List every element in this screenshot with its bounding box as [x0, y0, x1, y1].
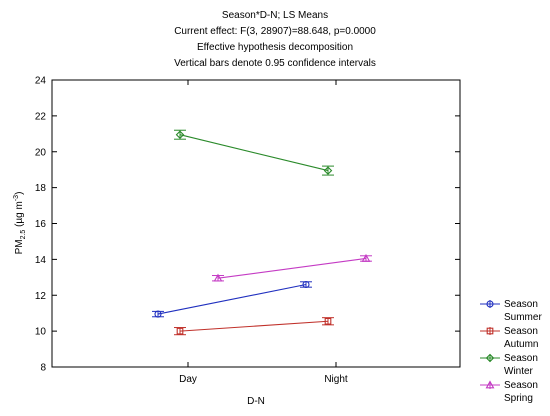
y-tick-label: 18 [35, 183, 47, 194]
series-line-autumn [179, 320, 329, 332]
y-axis-label-unit: (µg m [14, 201, 25, 230]
legend-symbol-winter [480, 353, 500, 363]
y-tick-label: 10 [35, 327, 47, 338]
legend-label-prefix: Season [504, 353, 538, 364]
legend-symbol-spring [480, 380, 500, 389]
series-autumn [174, 317, 334, 336]
y-axis-label-sup: -3 [13, 195, 20, 201]
y-tick-label: 14 [35, 255, 47, 266]
legend-label-name: Autumn [504, 339, 539, 350]
chart-title: Season*D-N; LS Means [221, 10, 329, 21]
series-line-winter [179, 134, 329, 172]
series-winter [174, 129, 334, 176]
legend-marker [486, 327, 494, 335]
series-line-summer [157, 283, 307, 315]
chart-subtitle-effect: Current effect: F(3, 28907)=88.648, p=0.… [174, 26, 376, 37]
y-tick-label: 22 [35, 111, 47, 122]
data-point-winter [323, 166, 333, 175]
y-axis-label: PM2.5 (µg m-3) [13, 192, 27, 255]
legend-symbol-summer [480, 300, 500, 308]
legend-marker [485, 380, 495, 389]
chart-subtitle-decomposition: Effective hypothesis decomposition [196, 42, 353, 53]
x-tick-label: Night [324, 374, 348, 385]
x-tick-label: Day [179, 374, 197, 385]
data-point-spring [213, 273, 223, 282]
data-point-spring [361, 253, 371, 262]
legend-label-name: Spring [504, 393, 533, 404]
data-point-autumn [324, 317, 332, 325]
legend-label-prefix: Season [504, 299, 538, 310]
y-tick-label: 16 [35, 219, 47, 230]
legend-label-prefix: Season [504, 326, 538, 337]
y-tick-label: 24 [35, 76, 47, 87]
series-spring [212, 253, 372, 282]
chart-subtitle-ci-note: Vertical bars denote 0.95 confidence int… [174, 58, 376, 69]
data-point-autumn [176, 327, 184, 335]
legend-marker [486, 300, 494, 308]
y-axis-label-close: ) [14, 192, 25, 195]
y-axis-label-main: PM [14, 239, 25, 254]
y-tick-label: 12 [35, 291, 47, 302]
legend-marker [485, 353, 495, 363]
y-tick-label: 20 [35, 147, 47, 158]
legend-label-name: Winter [504, 366, 533, 377]
legend-label-name: Summer [504, 312, 542, 323]
series-line-spring [217, 257, 367, 279]
series-summer [152, 280, 312, 318]
data-point-summer [302, 280, 310, 289]
data-point-winter [175, 130, 185, 139]
y-axis-label-sub: 2.5 [20, 230, 27, 240]
data-point-summer [154, 310, 162, 318]
legend-label-prefix: Season [504, 380, 538, 391]
y-tick-label: 8 [40, 363, 46, 374]
plot-frame [51, 79, 461, 368]
x-axis-label: D-N [247, 396, 265, 407]
legend-symbol-autumn [480, 327, 500, 335]
